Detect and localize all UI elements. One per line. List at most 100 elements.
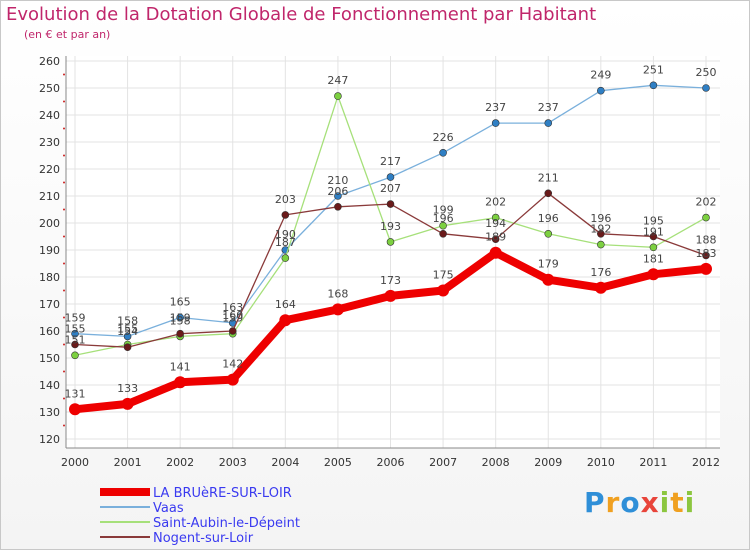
y-minor-tick <box>63 127 65 130</box>
data-point <box>174 376 187 389</box>
data-label: 154 <box>117 325 138 338</box>
data-point <box>69 403 81 416</box>
data-label: 237 <box>538 101 559 114</box>
data-point <box>384 289 397 302</box>
x-tick-label: 2004 <box>271 456 299 469</box>
data-label: 160 <box>222 309 243 322</box>
data-label: 250 <box>696 66 717 79</box>
data-point <box>386 173 395 181</box>
data-label: 164 <box>275 298 296 311</box>
data-point <box>491 213 500 222</box>
data-point <box>544 230 553 238</box>
logo-letter: o <box>620 486 641 519</box>
y-minor-tick <box>63 208 65 211</box>
data-label: 158 <box>117 314 138 327</box>
data-point <box>542 273 555 286</box>
data-point <box>439 230 447 238</box>
y-minor-tick <box>63 154 65 157</box>
data-label: 179 <box>538 258 559 271</box>
data-label: 131 <box>65 387 86 400</box>
legend-label: LA BRUèRE-SUR-LOIR <box>153 486 292 501</box>
data-point <box>228 327 237 335</box>
data-label: 155 <box>117 323 138 336</box>
y-tick-label: 150 <box>39 352 60 365</box>
data-point <box>594 281 607 294</box>
x-tick-label: 2009 <box>534 456 562 469</box>
x-tick-label: 2008 <box>482 456 510 469</box>
y-minor-tick <box>63 235 65 238</box>
data-label: 173 <box>380 274 401 287</box>
data-label: 211 <box>538 171 559 184</box>
data-label: 163 <box>222 301 243 314</box>
data-point <box>439 221 447 230</box>
data-label: 206 <box>327 185 348 198</box>
y-tick-label: 190 <box>39 244 60 257</box>
legend-label: Vaas <box>153 501 184 516</box>
data-label: 151 <box>65 333 86 346</box>
data-label: 196 <box>433 212 454 225</box>
logo-letter: i <box>659 486 671 519</box>
data-label: 133 <box>117 382 138 395</box>
data-point <box>702 84 710 92</box>
data-label: 202 <box>696 196 717 209</box>
data-point <box>176 313 184 322</box>
data-label: 237 <box>485 101 506 114</box>
data-label: 193 <box>380 220 401 233</box>
data-point <box>597 230 605 238</box>
data-label: 142 <box>222 358 243 371</box>
x-tick-label: 2006 <box>377 456 405 469</box>
data-point <box>491 235 500 243</box>
data-point <box>281 254 290 262</box>
data-label: 217 <box>380 155 401 168</box>
data-label: 196 <box>538 212 559 225</box>
data-point <box>700 262 712 275</box>
data-point <box>386 200 395 208</box>
data-point <box>121 397 134 410</box>
logo-letter: x <box>640 486 660 519</box>
data-label: 207 <box>380 182 401 195</box>
y-tick-label: 250 <box>39 82 60 95</box>
data-point <box>489 246 502 259</box>
chart-subtitle: (en € et par an) <box>24 28 111 41</box>
proxiti-logo: Proxiti <box>584 486 695 519</box>
data-point <box>281 211 290 219</box>
data-label: 190 <box>275 228 296 241</box>
data-point <box>544 189 553 198</box>
data-label: 203 <box>275 193 296 206</box>
data-label: 155 <box>65 323 86 336</box>
data-label: 226 <box>433 131 454 144</box>
logo-letter: P <box>584 486 606 519</box>
data-point <box>649 81 658 90</box>
y-minor-tick <box>63 289 65 292</box>
data-point <box>226 373 239 386</box>
data-point <box>331 303 344 316</box>
data-point <box>544 119 553 127</box>
y-tick-label: 120 <box>39 433 60 446</box>
data-label: 175 <box>433 269 454 282</box>
x-tick-label: 2005 <box>324 456 352 469</box>
data-label: 158 <box>170 314 191 327</box>
x-tick-label: 2010 <box>587 456 615 469</box>
data-point <box>597 86 605 95</box>
data-point <box>334 203 342 211</box>
data-label: 247 <box>327 74 348 87</box>
x-tick-label: 2002 <box>166 456 194 469</box>
data-label: 194 <box>485 217 506 230</box>
x-tick-label: 2011 <box>639 456 667 469</box>
data-point <box>702 213 710 222</box>
y-minor-tick <box>63 397 65 400</box>
data-label: 159 <box>170 312 191 325</box>
legend-label: Nogent-sur-Loir <box>153 531 254 546</box>
data-point <box>176 329 184 338</box>
data-label: 192 <box>590 223 611 236</box>
data-point <box>71 329 79 338</box>
data-point <box>123 332 132 341</box>
data-point <box>597 240 605 249</box>
data-label: 251 <box>643 63 664 76</box>
y-minor-tick <box>63 100 65 103</box>
x-tick-label: 2001 <box>114 456 142 469</box>
x-tick-label: 2007 <box>429 456 457 469</box>
data-label: 202 <box>485 196 506 209</box>
data-label: 189 <box>485 231 506 244</box>
